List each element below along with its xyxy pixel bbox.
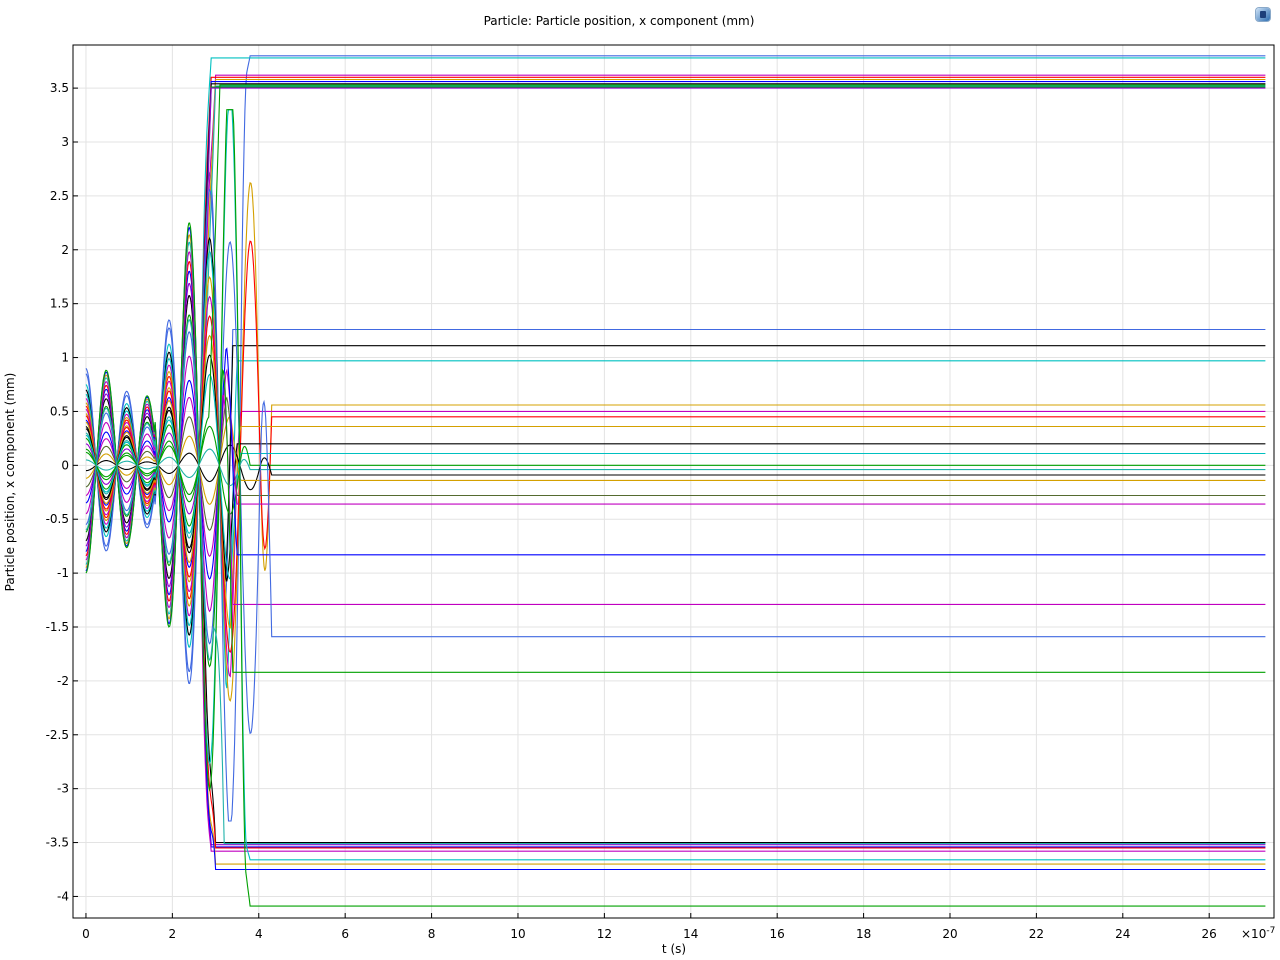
series-line-17 — [85, 334, 1266, 629]
series-line-8 — [85, 85, 1266, 539]
series-line-24 — [85, 396, 1266, 531]
x-tick-label: 20 — [942, 927, 957, 941]
series-line-14 — [85, 181, 1266, 702]
x-tick-label: 24 — [1115, 927, 1130, 941]
series-line-28 — [85, 241, 1266, 735]
x-axis: 0 2 4 6 8 10 12 14 16 18 20 22 24 26 — [82, 913, 1217, 941]
y-tick-label: -2 — [57, 674, 69, 688]
series-line-40 — [85, 319, 1266, 845]
series-line-26 — [85, 347, 1266, 580]
series-line-4 — [85, 76, 1266, 600]
series-line-7 — [85, 83, 1266, 554]
series-line-9 — [85, 86, 1266, 527]
y-tick-label: -2.5 — [46, 728, 69, 742]
x-tick-label: 22 — [1029, 927, 1044, 941]
y-axis: -4 -3.5 -3 -2.5 -2 -1.5 -1 -0.5 0 0.5 1 1.5 2 2.5 3 3.5 — [46, 81, 78, 903]
x-tick-label: 8 — [428, 927, 436, 941]
x-tick-label: 18 — [856, 927, 871, 941]
series-line-10 — [85, 87, 1266, 515]
plot-frame — [72, 44, 1275, 919]
series-line-12 — [85, 236, 1266, 636]
y-tick-label: -1.5 — [46, 620, 69, 634]
series-line-31 — [85, 282, 1266, 846]
x-tick-label: 14 — [683, 927, 698, 941]
y-tick-label: 1.5 — [50, 297, 69, 311]
x-multiplier-exponent: -7 — [1266, 926, 1275, 936]
y-tick-label: -3.5 — [46, 836, 69, 850]
x-tick-label: 2 — [169, 927, 177, 941]
series-line-34 — [85, 251, 1266, 852]
series-line-23 — [85, 415, 1266, 505]
series-line-15 — [85, 295, 1266, 678]
x-tick-label: 0 — [82, 927, 90, 941]
y-tick-label: 3 — [61, 135, 69, 149]
series-line-16 — [85, 240, 1266, 653]
grid — [73, 45, 1274, 918]
y-tick-label: -1 — [57, 566, 69, 580]
series-line-20 — [85, 425, 1266, 515]
series-line-35 — [85, 109, 1266, 861]
x-tick-label: 4 — [255, 927, 263, 941]
y-tick-label: 0.5 — [50, 404, 69, 418]
series-line-1 — [85, 55, 1266, 822]
x-tick-label: 12 — [597, 927, 612, 941]
x-tick-label: 26 — [1202, 927, 1217, 941]
x-multiplier-base: ×10 — [1241, 927, 1266, 941]
y-tick-label: 2.5 — [50, 189, 69, 203]
x-axis-multiplier: ×10-7 — [1241, 926, 1275, 941]
series-line-21 — [85, 448, 1266, 487]
series-line-13 — [85, 250, 1266, 689]
series-line-5 — [85, 78, 1266, 583]
y-tick-label: 3.5 — [50, 81, 69, 95]
series-line-11 — [85, 187, 1266, 673]
series-line-6 — [85, 81, 1266, 568]
series-line-19 — [85, 373, 1266, 580]
chart-title: Particle: Particle position, x component… — [484, 14, 755, 28]
y-tick-label: 1 — [61, 351, 69, 365]
x-axis-label: t (s) — [662, 942, 686, 956]
y-tick-label: -3 — [57, 782, 69, 796]
y-axis-label: Particle position, x component (mm) — [3, 373, 17, 592]
y-tick-label: -4 — [57, 889, 69, 903]
series-line-25 — [85, 368, 1266, 557]
y-tick-label: 0 — [61, 458, 69, 472]
series-line-32 — [85, 270, 1266, 848]
series-group — [85, 55, 1266, 907]
series-line-22 — [85, 444, 1266, 491]
series-line-30 — [85, 295, 1266, 844]
x-tick-label: 6 — [341, 927, 349, 941]
y-tick-label: -0.5 — [46, 512, 69, 526]
y-tick-label: 2 — [61, 243, 69, 257]
series-line-29 — [85, 314, 1266, 673]
series-line-18 — [85, 354, 1266, 582]
series-line-39 — [85, 84, 1266, 503]
comsol-logo-icon — [1256, 8, 1270, 21]
x-tick-label: 10 — [510, 927, 525, 941]
x-tick-label: 16 — [770, 927, 785, 941]
series-line-38 — [85, 109, 1266, 907]
series-line-2 — [85, 57, 1266, 648]
